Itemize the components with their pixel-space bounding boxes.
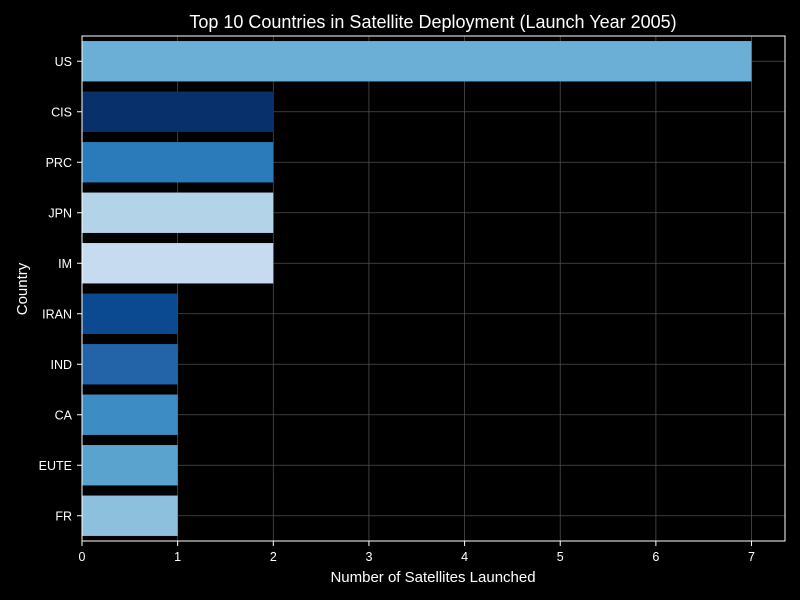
y-ticks: US CIS PRC JPN IM IRAN IND CA EUTE FR	[39, 55, 82, 523]
plot-frame	[81, 35, 786, 542]
y-tick-label: JPN	[48, 206, 72, 220]
x-tick-label: 0	[79, 550, 86, 564]
bars-layer	[82, 41, 752, 536]
x-tick-label: 4	[461, 550, 468, 564]
bar-us	[82, 41, 752, 82]
bar-eute	[82, 445, 178, 486]
x-tick-label: 3	[365, 550, 372, 564]
y-tick-label: IND	[50, 358, 72, 372]
bar-fr	[82, 495, 178, 536]
y-tick-label: CIS	[51, 105, 72, 119]
y-axis-label: Country	[14, 262, 31, 315]
bar-ca	[82, 394, 178, 435]
y-tick-label: PRC	[46, 156, 72, 170]
bar-im	[82, 243, 274, 284]
y-tick-label: IM	[58, 257, 72, 271]
y-tick-label: IRAN	[42, 307, 72, 321]
y-tick-label: EUTE	[39, 459, 72, 473]
x-axis-label: Number of Satellites Launched	[330, 569, 535, 586]
bar-cis	[82, 91, 274, 132]
bar-iran	[82, 293, 178, 334]
y-tick-label: FR	[55, 509, 72, 523]
x-tick-label: 2	[270, 550, 277, 564]
bar-jpn	[82, 192, 274, 233]
bar-ind	[82, 344, 178, 385]
axes-spines	[81, 35, 786, 542]
y-tick-label: US	[55, 55, 72, 69]
x-ticks: 0 1 2 3 4 5 6 7	[79, 541, 755, 564]
x-tick-label: 7	[748, 550, 755, 564]
x-tick-label: 1	[174, 550, 181, 564]
chart-title: Top 10 Countries in Satellite Deployment…	[189, 12, 676, 32]
x-tick-label: 5	[557, 550, 564, 564]
bar-prc	[82, 142, 274, 183]
y-tick-label: CA	[55, 408, 73, 422]
x-tick-label: 6	[652, 550, 659, 564]
